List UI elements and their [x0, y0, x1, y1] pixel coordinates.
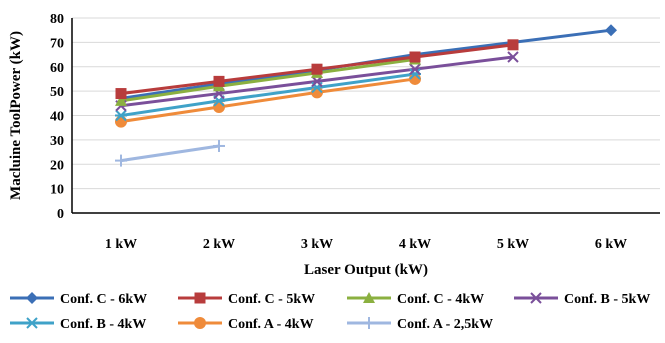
legend-marker — [194, 292, 206, 304]
legend-label: Conf. B - 4kW — [60, 317, 146, 332]
legend-entry: Conf. C - 6kW — [10, 292, 147, 307]
legend-entry: Conf. A - 2,5kW — [347, 317, 493, 332]
legend-marker — [363, 317, 375, 329]
y-tick-labels: 0 10 20 30 40 50 60 70 80 — [50, 12, 64, 222]
legend-marker — [26, 317, 38, 329]
x-tick-labels: 1 kW 2 kW 3 kW 4 kW 5 kW 6 kW — [105, 237, 627, 252]
y-tick-label: 60 — [50, 61, 64, 76]
y-axis-title: Macluine ToolPower (kW) — [8, 31, 24, 200]
series-line-conf-b-4kw — [120, 72, 416, 117]
data-point-conf-c-5kw — [115, 88, 127, 100]
legend-entry: Conf. C - 4kW — [347, 292, 484, 307]
y-tick-label: 70 — [50, 36, 64, 51]
y-tick-label: 20 — [50, 158, 64, 173]
marker-stroke — [507, 51, 519, 63]
series-line-conf-a-4kw — [120, 77, 416, 124]
legend-label: Conf. A - 4kW — [228, 317, 314, 332]
data-point-conf-a-4kw — [213, 100, 225, 113]
marker-stroke — [530, 292, 542, 304]
legend-marker — [363, 292, 375, 303]
axes — [71, 18, 660, 214]
data-point-conf-c-5kw — [311, 63, 323, 75]
data-point-conf-b-5kw — [409, 63, 421, 75]
marker-stroke — [409, 63, 421, 75]
y-tick-label: 50 — [50, 85, 64, 100]
x-tick-label: 6 kW — [595, 237, 627, 252]
y-tick-label: 30 — [50, 134, 64, 149]
x-tick-label: 4 kW — [399, 237, 431, 252]
legend-marker — [26, 292, 38, 304]
legend-entry: Conf. C - 5kW — [178, 292, 315, 307]
legend-label: Conf. C - 4kW — [397, 292, 484, 307]
data-point-conf-b-5kw — [311, 75, 323, 88]
data-point-conf-c-5kw — [409, 51, 421, 63]
x-axis-title: Laser Output (kW) — [304, 262, 428, 278]
x-tick-label: 3 kW — [301, 237, 333, 252]
marker-stroke — [311, 75, 323, 88]
legend-label: Conf. C - 6kW — [60, 292, 147, 307]
y-tick-label: 80 — [50, 12, 64, 27]
data-point-conf-c-6kw — [605, 24, 617, 37]
x-tick-label: 2 kW — [203, 237, 235, 252]
data-point-conf-c-4kw — [115, 94, 127, 106]
legend-label: Conf. C - 5kW — [228, 292, 315, 307]
series-line-conf-c-4kw — [120, 57, 416, 103]
data-point-conf-b-4kw — [115, 109, 127, 122]
y-tick-label: 0 — [57, 207, 64, 222]
series-lines — [120, 28, 612, 163]
legend-label: Conf. B - 5kW — [564, 292, 650, 307]
data-point-conf-b-5kw — [507, 51, 519, 63]
series-markers — [115, 24, 617, 167]
data-point-conf-c-5kw — [213, 75, 225, 87]
legend-label: Conf. A - 2,5kW — [397, 317, 493, 332]
legend-marker — [194, 317, 206, 329]
legend: Conf. C - 6kW Conf. C - 5kW Conf. C - 4kW C… — [10, 292, 650, 332]
gridlines — [72, 17, 660, 190]
y-tick-label: 40 — [50, 110, 64, 125]
legend-entry: Conf. B - 5kW — [514, 292, 650, 307]
data-point-conf-a-2-5kw — [115, 154, 127, 167]
data-point-conf-c-5kw — [507, 39, 519, 51]
data-point-conf-a-2-5kw — [213, 139, 225, 152]
y-tick-label: 10 — [50, 183, 64, 198]
data-point-conf-a-4kw — [115, 115, 127, 128]
x-tick-label: 5 kW — [497, 237, 529, 252]
legend-entry: Conf. A - 4kW — [178, 317, 314, 332]
legend-marker — [530, 292, 542, 304]
x-tick-label: 1 kW — [105, 237, 137, 252]
legend-entry: Conf. B - 4kW — [10, 317, 146, 332]
series-line-conf-a-2-5kw — [120, 144, 220, 163]
